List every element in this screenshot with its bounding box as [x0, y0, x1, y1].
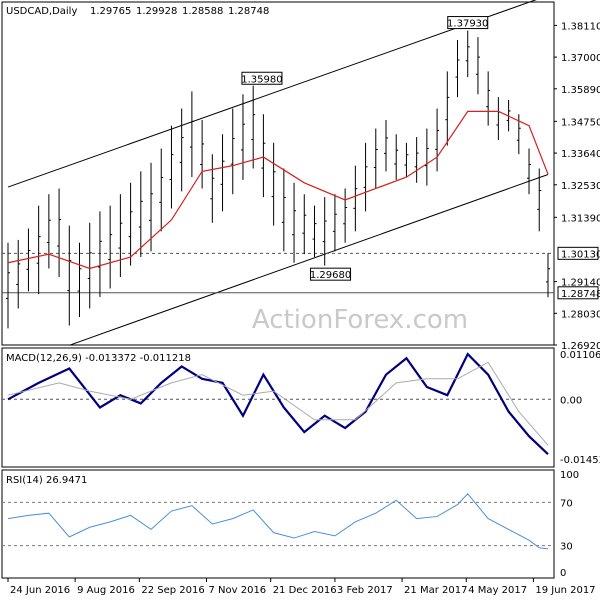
ohlc-value: 1.28748: [228, 6, 269, 17]
x-axis-label: 22 Sep 2016: [141, 585, 204, 596]
channel-upper-line: [7, 0, 537, 188]
x-axis: 24 Jun 2016 9 Aug 2016 22 Sep 2016 7 Nov 20…: [7, 578, 596, 596]
y-axis-label: 1.30130: [561, 249, 600, 260]
price-panel-frame: [1, 1, 555, 346]
price-label-box: [241, 71, 283, 85]
macd-y-label: 0.011069: [560, 350, 600, 361]
rsi-panel: RSI(14) 26.9471 100 70 30 0: [2, 470, 579, 579]
rsi-y-label: 100: [560, 470, 579, 481]
y-axis-label: 1.28748: [561, 289, 600, 300]
price-label-box: [310, 267, 352, 281]
ohlc-value: 1.29765: [90, 6, 131, 17]
price-label: 1.37930: [447, 19, 488, 30]
y-axis-label: 1.28030: [561, 309, 600, 320]
y-axis-label: 1.37000: [561, 53, 600, 64]
macd-panel: MACD(12,26,9) -0.013372 -0.011218 0.01106…: [2, 350, 600, 466]
macd-title: MACD(12,26,9) -0.013372 -0.011218: [6, 353, 191, 364]
y-axis-label: 1.31390: [561, 213, 600, 224]
price-bars: [6, 30, 550, 329]
x-axis-label: 19 Jun 2017: [535, 585, 595, 596]
x-axis-label: 9 Aug 2016: [77, 585, 135, 596]
price-label-box: [447, 16, 489, 30]
moving-average-line: [7, 110, 549, 270]
rsi-y-label: 0: [560, 568, 566, 579]
rsi-y-label: 30: [560, 542, 573, 553]
price-label: 1.29680: [310, 270, 351, 281]
macd-y-label: 0.00: [560, 395, 582, 406]
price-tag-box: [557, 286, 599, 300]
x-axis-label: 3 Feb 2017: [337, 585, 393, 596]
rsi-title: RSI(14) 26.9471: [6, 475, 87, 486]
channel-lower-line: [69, 174, 549, 346]
price-tag-box: [557, 246, 599, 260]
y-axis-label: 1.29140: [561, 278, 600, 289]
y-axis-label: 1.35890: [561, 85, 600, 96]
price-label: 1.35980: [241, 74, 282, 85]
y-axis-label: 1.34750: [561, 117, 600, 128]
macd-y-label: -0.014536: [560, 455, 600, 466]
price-panel: ActionForex.com 1.37930 1.35980 1.29680 USDC…: [2, 0, 600, 352]
y-axis-label: 1.26920: [561, 341, 600, 352]
y-axis-label: 1.38110: [561, 21, 600, 32]
macd-macd-line: [7, 352, 549, 455]
rsi-panel-frame: [1, 469, 555, 579]
chart-title: USDCAD,Daily: [6, 6, 77, 17]
x-axis-label: 7 Nov 2016: [208, 585, 266, 596]
ohlc-value: 1.29928: [136, 6, 177, 17]
x-axis-label: 4 May 2017: [468, 585, 527, 596]
watermark: ActionForex.com: [252, 305, 468, 335]
rsi-line: [7, 493, 549, 550]
macd-signal-line: [7, 361, 549, 446]
rsi-y-label: 70: [560, 498, 573, 509]
macd-panel-frame: [1, 347, 555, 468]
x-axis-label: 21 Mar 2017: [404, 585, 467, 596]
x-axis-label: 21 Dec 2016: [273, 585, 337, 596]
y-axis-label: 1.32530: [561, 181, 600, 192]
x-axis-label: 24 Jun 2016: [10, 585, 70, 596]
ohlc-value: 1.28588: [182, 6, 223, 17]
y-axis-label: 1.33640: [561, 149, 600, 160]
